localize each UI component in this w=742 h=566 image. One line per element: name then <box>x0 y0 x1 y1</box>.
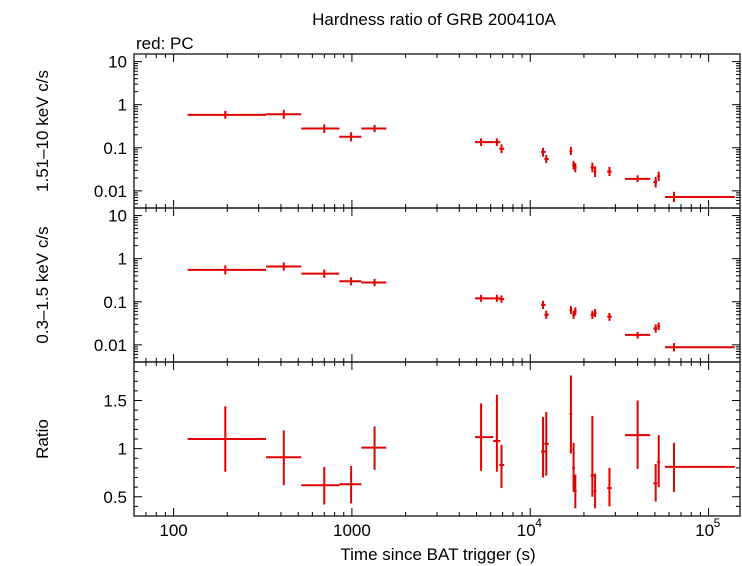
data-point <box>266 430 302 486</box>
data-point <box>361 278 387 287</box>
data-point <box>544 310 549 319</box>
y-axis-label: 0.3–1.5 keV c/s <box>33 226 52 343</box>
data-point <box>187 265 267 275</box>
data-point <box>541 416 546 478</box>
data-point <box>665 191 735 203</box>
y-tick-label: 0.1 <box>103 139 127 158</box>
data-point <box>607 467 612 507</box>
data-point <box>266 109 302 119</box>
y-tick-label: 0.1 <box>103 293 127 312</box>
data-point <box>572 442 575 492</box>
y-axis-label: 1.51–10 keV c/s <box>33 70 52 192</box>
data-point <box>653 176 658 188</box>
data-point <box>493 294 501 302</box>
y-tick-label: 1 <box>118 440 127 459</box>
data-point <box>569 375 573 454</box>
data-point <box>541 147 546 157</box>
mode-label: red: PC <box>136 34 194 53</box>
panel-frame <box>133 207 741 363</box>
data-point <box>475 403 494 471</box>
y-tick-label: 10 <box>108 53 127 72</box>
data-point <box>607 166 612 177</box>
data-point <box>574 474 577 509</box>
data-point <box>493 394 501 472</box>
chart-title: Hardness ratio of GRB 200410A <box>312 10 556 29</box>
data-point <box>301 269 340 278</box>
y-tick-label: 1.5 <box>103 392 127 411</box>
data-point <box>499 144 505 154</box>
y-tick-label: 0.01 <box>94 336 127 355</box>
data-point <box>593 473 597 509</box>
data-point <box>607 312 612 321</box>
data-point <box>657 171 661 181</box>
x-tick-label: 10 <box>517 521 536 540</box>
data-point <box>657 435 661 488</box>
data-point <box>361 426 387 470</box>
data-point <box>625 331 651 339</box>
data-point <box>301 124 340 134</box>
data-point <box>493 138 501 146</box>
y-axis-label: Ratio <box>33 419 52 459</box>
data-point <box>590 162 595 173</box>
panel-1: 10 1 0.1 0.01 1.51–10 keV c/s <box>33 53 741 209</box>
data-point <box>266 262 302 271</box>
data-point <box>499 444 505 489</box>
data-point <box>657 322 661 331</box>
data-point <box>653 324 658 333</box>
data-point <box>544 412 549 476</box>
data-point <box>569 146 573 155</box>
x-axis-label: Time since BAT trigger (s) <box>340 545 535 564</box>
y-tick-label: 1 <box>118 96 127 115</box>
data-point <box>590 415 595 497</box>
data-point <box>569 305 573 315</box>
data-point <box>475 294 494 302</box>
panel-2: 10 1 0.1 0.01 0.3–1.5 keV c/s <box>33 207 741 363</box>
data-point <box>590 310 595 319</box>
data-point <box>361 124 387 133</box>
data-point <box>665 442 735 492</box>
data-point <box>574 163 577 173</box>
y-tick-label: 0.5 <box>103 488 127 507</box>
data-point <box>301 466 340 505</box>
data-point <box>665 343 735 352</box>
data-point <box>187 406 267 472</box>
data-point <box>339 132 362 142</box>
data-point <box>541 300 546 309</box>
data-point <box>653 464 658 502</box>
x-tick-exponent: 4 <box>535 516 542 530</box>
data-point <box>187 110 267 119</box>
x-tick-label: 1000 <box>333 521 371 540</box>
data-point <box>475 138 494 146</box>
x-tick-label: 100 <box>159 521 187 540</box>
y-tick-label: 10 <box>108 207 127 226</box>
data-point <box>625 175 651 183</box>
panel-frame <box>133 53 741 209</box>
y-tick-label: 1 <box>118 250 127 269</box>
x-tick-exponent: 5 <box>714 516 721 530</box>
data-point <box>625 400 651 469</box>
data-point <box>499 295 505 303</box>
data-point <box>339 465 362 504</box>
x-tick-label: 10 <box>695 521 714 540</box>
data-point <box>339 277 362 286</box>
y-tick-label: 0.01 <box>94 182 127 201</box>
data-point <box>593 308 597 318</box>
data-point <box>544 154 549 164</box>
data-point <box>593 166 597 177</box>
data-point <box>574 307 577 316</box>
